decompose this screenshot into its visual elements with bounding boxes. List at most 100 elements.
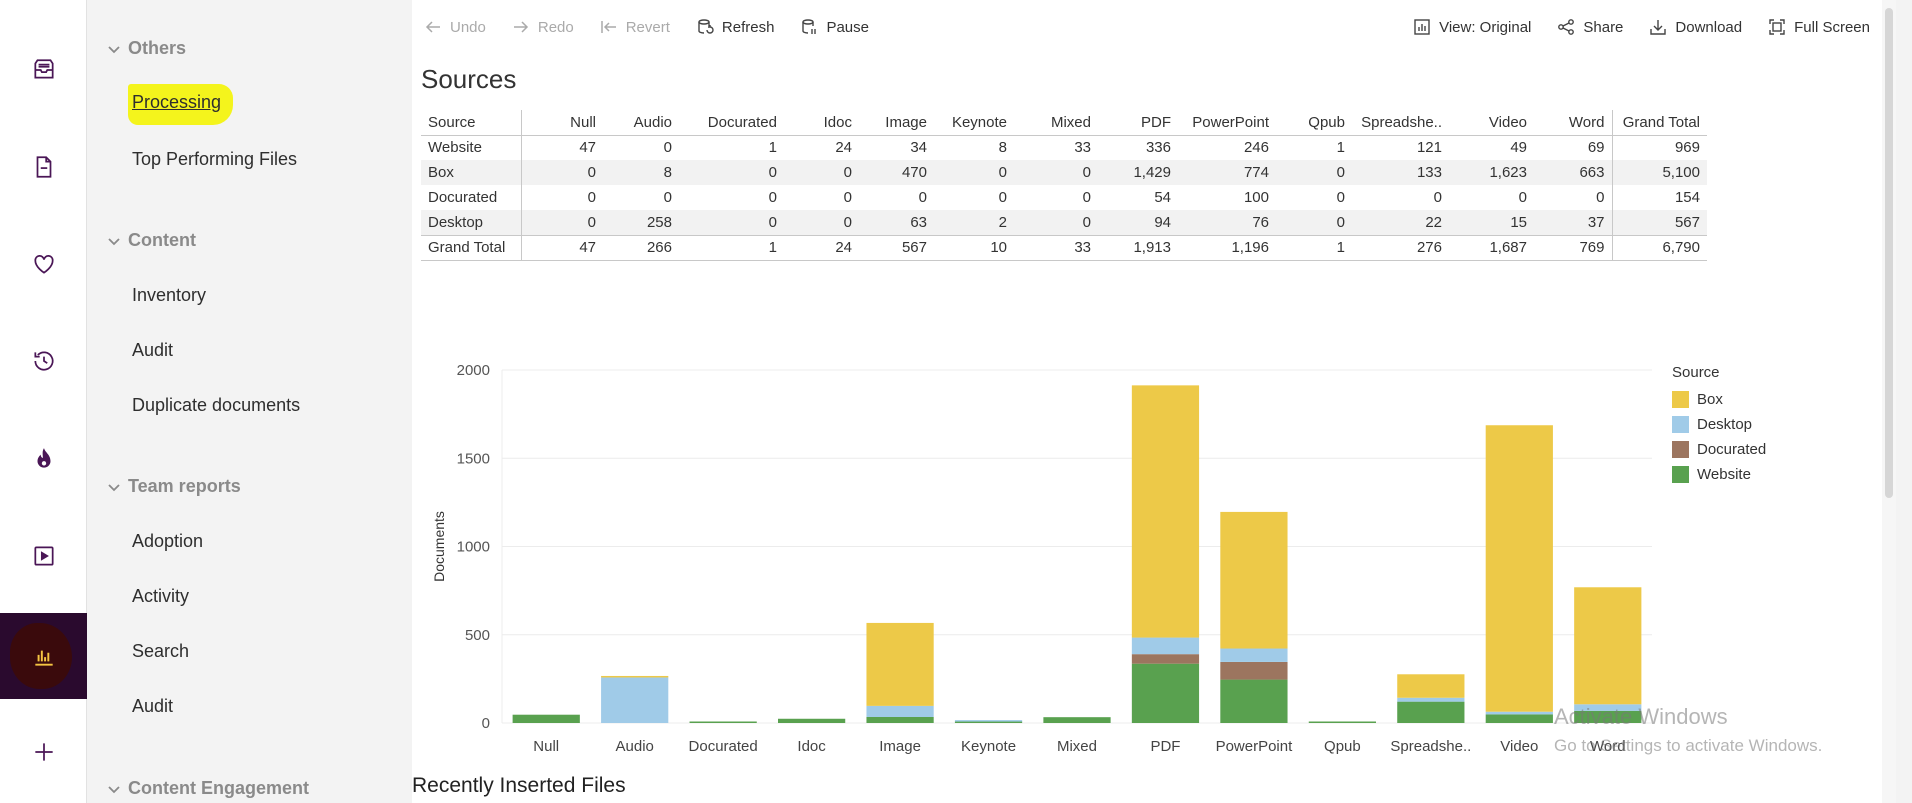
pause-button[interactable]: Pause bbox=[800, 18, 869, 36]
table-cell: 33 bbox=[1014, 234, 1098, 261]
bar-segment-box[interactable] bbox=[866, 622, 934, 706]
document-icon[interactable] bbox=[0, 124, 87, 210]
column-header[interactable]: Idoc bbox=[784, 110, 859, 136]
table-row[interactable]: Grand Total 47 266 1 24 567 10 33 1,913 1,196 1 276… bbox=[421, 234, 1707, 261]
column-header[interactable]: Grand Total bbox=[1611, 110, 1707, 136]
table-cell: 0 bbox=[679, 210, 784, 235]
column-header[interactable]: Video bbox=[1449, 110, 1534, 136]
bar-segment-desktop[interactable] bbox=[866, 705, 934, 717]
nav-item-processing[interactable]: Processing bbox=[128, 84, 234, 125]
bar-segment-desktop[interactable] bbox=[1397, 697, 1465, 702]
column-header[interactable]: Null bbox=[521, 110, 603, 136]
view-original-button[interactable]: View: Original bbox=[1413, 18, 1531, 36]
table-row[interactable]: Desktop 0 258 0 0 63 2 0 94 76 0 22 15 37 567 bbox=[421, 210, 1707, 235]
inbox-icon[interactable] bbox=[0, 27, 87, 113]
download-button[interactable]: Download bbox=[1649, 18, 1742, 36]
section-content-engagement[interactable]: Content Engagement bbox=[108, 778, 309, 799]
pause-icon bbox=[802, 19, 817, 34]
flame-icon[interactable] bbox=[0, 416, 87, 502]
revert-button[interactable]: Revert bbox=[600, 18, 670, 36]
table-cell: 15 bbox=[1449, 210, 1534, 235]
bar-segment-box[interactable] bbox=[1131, 385, 1200, 638]
column-header[interactable]: Keynote bbox=[934, 110, 1014, 136]
column-header[interactable]: Spreadshe.. bbox=[1352, 110, 1449, 136]
full-screen-button[interactable]: Full Screen bbox=[1768, 18, 1870, 36]
bar-segment-desktop[interactable] bbox=[1131, 637, 1200, 655]
legend-item[interactable]: Docurated bbox=[1672, 437, 1766, 462]
column-header[interactable]: Docurated bbox=[679, 110, 784, 136]
bar-segment-website[interactable] bbox=[512, 714, 580, 723]
nav-item-audit[interactable]: Audit bbox=[132, 340, 174, 360]
bar-segment-website[interactable] bbox=[1485, 714, 1553, 723]
plus-icon[interactable] bbox=[0, 709, 87, 795]
bar-segment-box[interactable] bbox=[1220, 511, 1288, 649]
legend-item[interactable]: Desktop bbox=[1672, 412, 1766, 437]
bar-segment-website[interactable] bbox=[1131, 663, 1200, 723]
undo-button[interactable]: Undo bbox=[424, 18, 486, 36]
nav-item-top-performing-files[interactable]: Top Performing Files bbox=[132, 149, 298, 169]
x-tick-label: Video bbox=[1500, 738, 1538, 755]
bar-segment-docurated[interactable] bbox=[1131, 654, 1200, 664]
bar-segment-website[interactable] bbox=[1574, 710, 1642, 723]
scrollbar-thumb[interactable] bbox=[1885, 8, 1893, 498]
column-header[interactable]: Audio bbox=[603, 110, 679, 136]
nav-item-team-audit[interactable]: Audit bbox=[132, 696, 174, 716]
bar-segment-desktop[interactable] bbox=[1220, 648, 1288, 662]
column-header[interactable]: Mixed bbox=[1014, 110, 1098, 136]
legend-item[interactable]: Box bbox=[1672, 387, 1766, 412]
sources-table: Source Null Audio Docurated Idoc Image Keynote… bbox=[421, 110, 1707, 261]
bar-chart-icon[interactable] bbox=[0, 613, 87, 699]
table-cell: 0 bbox=[1082, 189, 1091, 206]
bar-segment-desktop[interactable] bbox=[1485, 711, 1553, 715]
nav-item-duplicate-documents[interactable]: Duplicate documents bbox=[132, 395, 301, 415]
revert-icon bbox=[600, 21, 616, 33]
refresh-icon bbox=[698, 19, 714, 34]
bar-segment-box[interactable] bbox=[1397, 674, 1465, 698]
table-cell: 22 bbox=[1352, 210, 1449, 235]
table-cell: 0 bbox=[1433, 189, 1442, 206]
column-header[interactable]: Source bbox=[421, 110, 522, 136]
bar-segment-website[interactable] bbox=[778, 718, 846, 723]
bar-segment-box[interactable] bbox=[601, 675, 669, 678]
legend-swatch bbox=[1672, 416, 1689, 433]
section-content[interactable]: Content bbox=[108, 230, 196, 251]
history-icon[interactable] bbox=[0, 318, 87, 404]
nav-item-adoption[interactable]: Adoption bbox=[132, 531, 204, 551]
column-header[interactable]: Word bbox=[1534, 110, 1612, 136]
bar-segment-box[interactable] bbox=[1574, 587, 1642, 705]
bar-segment-website[interactable] bbox=[866, 716, 934, 723]
bar-segment-desktop[interactable] bbox=[601, 677, 669, 723]
table-row[interactable]: Docurated 0 0 0 0 0 0 0 54 100 0 0 0 0 154 bbox=[421, 185, 1707, 210]
column-header[interactable]: Qpub bbox=[1276, 110, 1352, 136]
bar-segment-website[interactable] bbox=[1308, 721, 1376, 724]
bar-segment-desktop[interactable] bbox=[954, 720, 1023, 722]
table-cell: 0 bbox=[587, 189, 596, 206]
row-label: Desktop bbox=[421, 210, 522, 235]
bar-segment-desktop[interactable] bbox=[1574, 704, 1642, 711]
column-header[interactable]: PowerPoint bbox=[1178, 110, 1276, 136]
bar-segment-website[interactable] bbox=[1220, 679, 1288, 723]
share-button[interactable]: Share bbox=[1557, 18, 1623, 36]
section-others[interactable]: Others bbox=[108, 38, 186, 59]
bar-segment-box[interactable] bbox=[1485, 425, 1553, 712]
play-box-icon[interactable] bbox=[0, 513, 87, 599]
vertical-scrollbar[interactable] bbox=[1882, 0, 1896, 803]
redo-button[interactable]: Redo bbox=[512, 18, 574, 36]
bar-segment-docurated[interactable] bbox=[1220, 661, 1288, 680]
table-row[interactable]: Box 0 8 0 0 470 0 0 1,429 774 0 133 1,623 663 5,100 bbox=[421, 160, 1707, 185]
nav-item-search[interactable]: Search bbox=[132, 641, 190, 661]
legend-item[interactable]: Website bbox=[1672, 462, 1766, 487]
bar-segment-website[interactable] bbox=[954, 721, 1023, 724]
refresh-button[interactable]: Refresh bbox=[696, 18, 774, 36]
section-team-reports[interactable]: Team reports bbox=[108, 476, 241, 497]
nav-item-activity[interactable]: Activity bbox=[132, 586, 190, 606]
column-header[interactable]: Image bbox=[859, 110, 934, 136]
heart-icon[interactable] bbox=[0, 221, 87, 307]
nav-item-inventory[interactable]: Inventory bbox=[132, 285, 207, 305]
bar-segment-website[interactable] bbox=[1043, 717, 1111, 723]
table-cell: 246 bbox=[1243, 139, 1269, 157]
bar-segment-website[interactable] bbox=[1397, 701, 1465, 723]
table-row[interactable]: Website 47 0 1 24 34 8 33 336 246 1 121 49 69 969 bbox=[421, 135, 1707, 160]
bar-segment-website[interactable] bbox=[689, 721, 757, 724]
column-header[interactable]: PDF bbox=[1098, 110, 1178, 136]
